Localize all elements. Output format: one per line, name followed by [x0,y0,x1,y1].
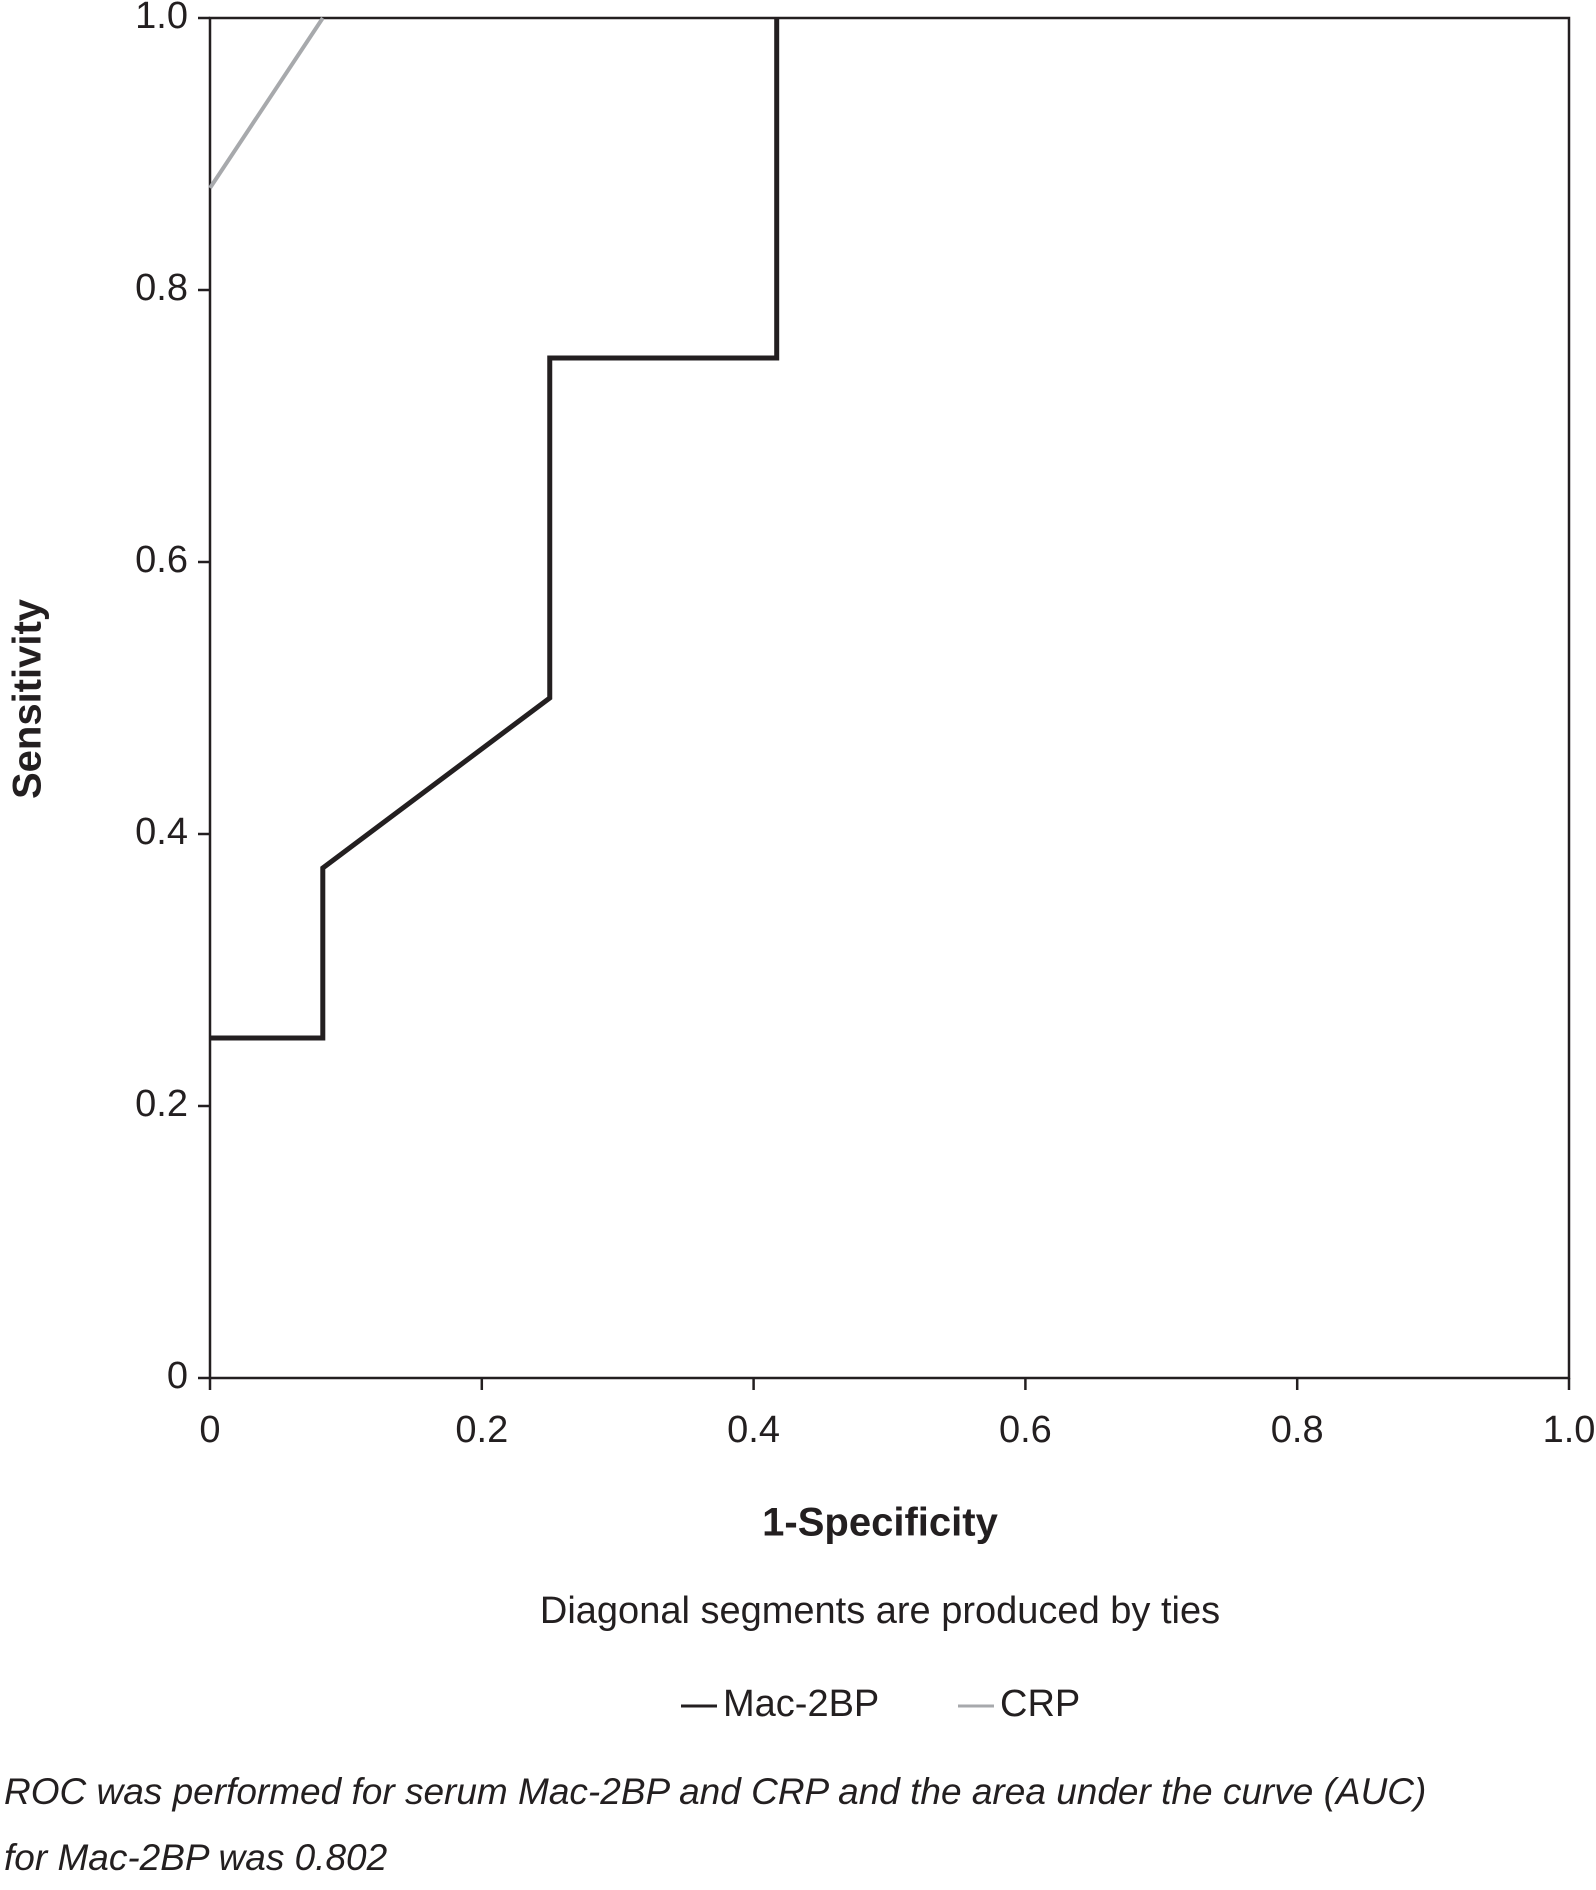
x-tick-label: 1.0 [1543,1409,1596,1451]
x-tick-label: 0.4 [727,1409,780,1451]
y-tick-label: 0.2 [135,1083,188,1125]
caption-line: ROC was performed for serum Mac-2BP and … [4,1771,1426,1812]
y-tick-label: 1.0 [135,0,188,37]
x-axis-label: 1-Specificity [762,1501,998,1545]
y-tick-label: 0.6 [135,539,188,581]
y-tick-label: 0.4 [135,811,188,853]
note: Diagonal segments are produced by ties [540,1590,1220,1632]
x-tick-label: 0.6 [999,1409,1052,1451]
x-tick-label: 0.8 [1271,1409,1324,1451]
series-line [208,16,325,190]
x-tick-label: 0 [199,1409,220,1451]
legend-label: Mac-2BP [723,1683,879,1725]
series-line [210,18,780,1041]
plot-frame [208,16,1571,1380]
caption-line: for Mac-2BP was 0.802 [4,1837,388,1878]
y-tick-label: 0.8 [135,267,188,309]
legend-label: CRP [1000,1683,1080,1725]
y-axis-label: Sensitivity [6,598,50,799]
y-tick-label: 0 [167,1355,188,1397]
x-tick-label: 0.2 [455,1409,508,1451]
